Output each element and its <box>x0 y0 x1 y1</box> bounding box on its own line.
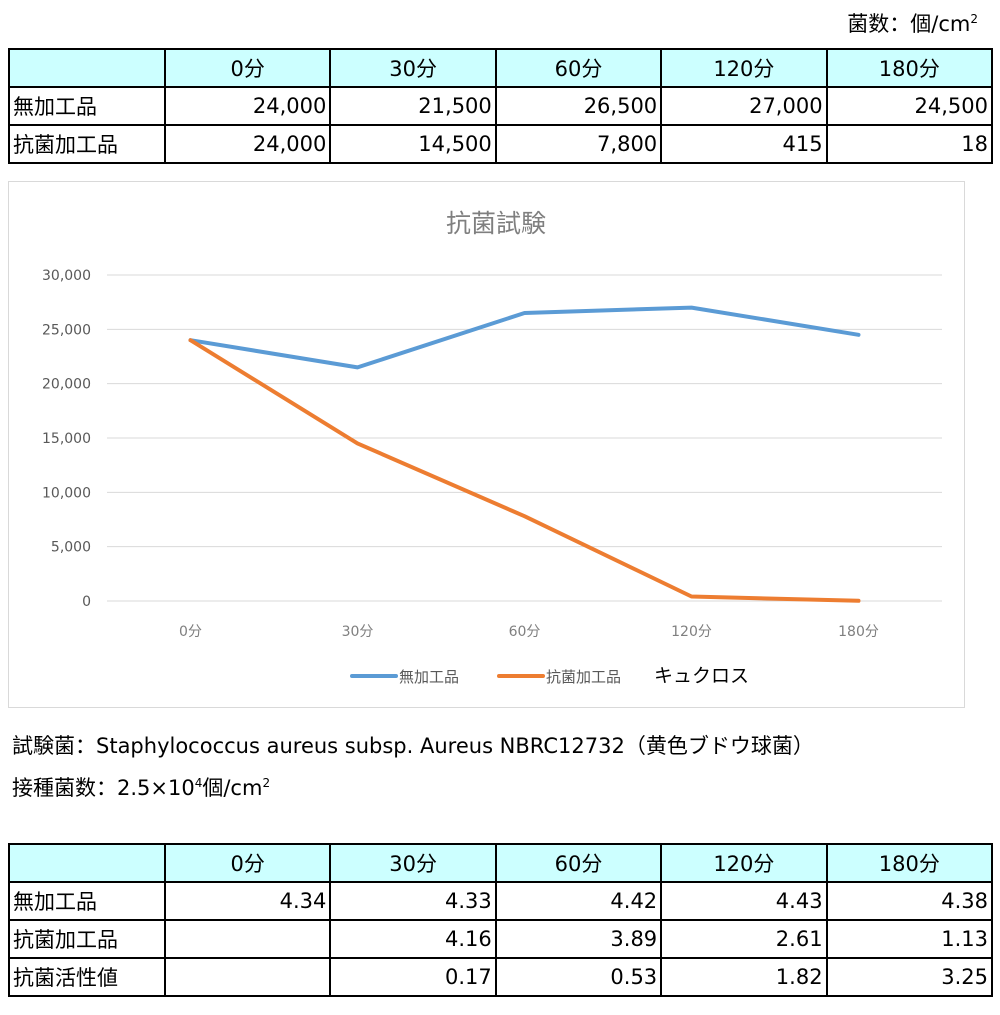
table-cell <box>163 957 332 997</box>
table-cell: 3.25 <box>825 957 994 997</box>
table-cell: 21,500 <box>329 86 497 126</box>
row-label: 抗菌加工品 <box>8 919 166 959</box>
table-cell: 4.42 <box>494 881 663 921</box>
legend-label-2: 抗菌加工品 <box>546 668 621 686</box>
unit-label: 菌数：個/cm2 <box>847 8 978 38</box>
y-tick-label: 5,000 <box>51 540 91 556</box>
log-table-header-cell: 180分 <box>825 843 994 883</box>
x-tick-label: 120分 <box>671 624 712 640</box>
table-cell: 0.17 <box>329 957 497 997</box>
count-table-header-cell: 180分 <box>825 48 994 88</box>
chart-title: 抗菌試験 <box>446 209 546 238</box>
row-label: 無加工品 <box>8 881 166 921</box>
inoculum-text: 接種菌数：2.5×104個/cm2 <box>12 772 270 802</box>
log-table: 0分 30分 60分 120分 180分 無加工品 4.34 4.33 4.42… <box>8 843 994 997</box>
test-bacteria-text: 試験菌：Staphylococcus aureus subsp. Aureus … <box>12 734 814 758</box>
count-table: 0分 30分 60分 120分 180分 無加工品 24,000 21,500 … <box>8 48 994 164</box>
table-cell: 4.16 <box>329 919 497 959</box>
table-cell: 1.82 <box>660 957 828 997</box>
table-cell: 14,500 <box>329 124 497 164</box>
inoculum-exp: 4 <box>194 776 203 790</box>
table-row: 抗菌活性値 0.17 0.53 1.82 3.25 <box>8 957 994 997</box>
unit-label-sup: 2 <box>970 12 978 26</box>
chart-annotation: キュクロス <box>654 665 749 687</box>
y-tick-label: 15,000 <box>42 431 91 447</box>
log-table-header-row: 0分 30分 60分 120分 180分 <box>8 843 994 883</box>
table-cell: 0.53 <box>494 957 663 997</box>
log-table-header-cell: 30分 <box>329 843 497 883</box>
inoculum-sup: 2 <box>262 776 271 790</box>
table-cell: 24,000 <box>163 124 332 164</box>
y-tick-label: 30,000 <box>42 268 91 284</box>
row-label: 無加工品 <box>8 86 166 126</box>
inoculum-prefix: 接種菌数：2.5×10 <box>12 776 195 800</box>
y-tick-label: 20,000 <box>42 377 91 393</box>
table-cell: 26,500 <box>494 86 663 126</box>
x-tick-label: 180分 <box>838 624 879 640</box>
table-cell <box>163 919 332 959</box>
series-line-1 <box>188 305 861 370</box>
table-cell: 4.33 <box>329 881 497 921</box>
table-cell: 24,500 <box>825 86 994 126</box>
row-label: 抗菌活性値 <box>8 957 166 997</box>
table-cell: 4.38 <box>825 881 994 921</box>
table-cell: 4.34 <box>163 881 332 921</box>
unit-label-text: 菌数：個/cm <box>847 12 971 36</box>
count-table-header-row: 0分 30分 60分 120分 180分 <box>8 48 994 88</box>
table-row: 抗菌加工品 24,000 14,500 7,800 415 18 <box>8 124 994 164</box>
count-table-header-cell: 120分 <box>660 48 828 88</box>
y-tick-label: 25,000 <box>42 322 91 338</box>
log-table-header-cell: 120分 <box>660 843 828 883</box>
table-cell: 27,000 <box>660 86 828 126</box>
log-table-header-cell: 0分 <box>163 843 332 883</box>
y-tick-label: 0 <box>82 594 91 610</box>
table-cell: 1.13 <box>825 919 994 959</box>
line-chart: 抗菌試験 0 5,000 10,000 15,000 20,000 25,000 30,00… <box>42 209 942 687</box>
row-label: 抗菌加工品 <box>8 124 166 164</box>
count-table-header-cell: 30分 <box>329 48 497 88</box>
x-tick-label: 60分 <box>509 624 541 640</box>
table-cell: 3.89 <box>494 919 663 959</box>
table-row: 抗菌加工品 4.16 3.89 2.61 1.13 <box>8 919 994 959</box>
count-table-corner <box>8 48 166 88</box>
legend-label-1: 無加工品 <box>399 668 459 686</box>
x-tick-label: 0分 <box>179 624 202 640</box>
table-cell: 415 <box>660 124 828 164</box>
table-cell: 18 <box>825 124 994 164</box>
table-cell: 4.43 <box>660 881 828 921</box>
table-row: 無加工品 24,000 21,500 26,500 27,000 24,500 <box>8 86 994 126</box>
chart-area: 抗菌試験 0 5,000 10,000 15,000 20,000 25,000 30,00… <box>8 181 965 708</box>
y-tick-label: 10,000 <box>42 485 91 501</box>
table-cell: 7,800 <box>494 124 663 164</box>
table-cell: 2.61 <box>660 919 828 959</box>
x-tick-label: 30分 <box>342 624 374 640</box>
inoculum-suffix: 個/cm <box>202 776 263 800</box>
log-table-header-cell: 60分 <box>494 843 663 883</box>
count-table-header-cell: 60分 <box>494 48 663 88</box>
log-table-corner <box>8 843 166 883</box>
table-row: 無加工品 4.34 4.33 4.42 4.43 4.38 <box>8 881 994 921</box>
count-table-header-cell: 0分 <box>163 48 332 88</box>
table-cell: 24,000 <box>163 86 332 126</box>
series-line-2 <box>188 338 861 603</box>
